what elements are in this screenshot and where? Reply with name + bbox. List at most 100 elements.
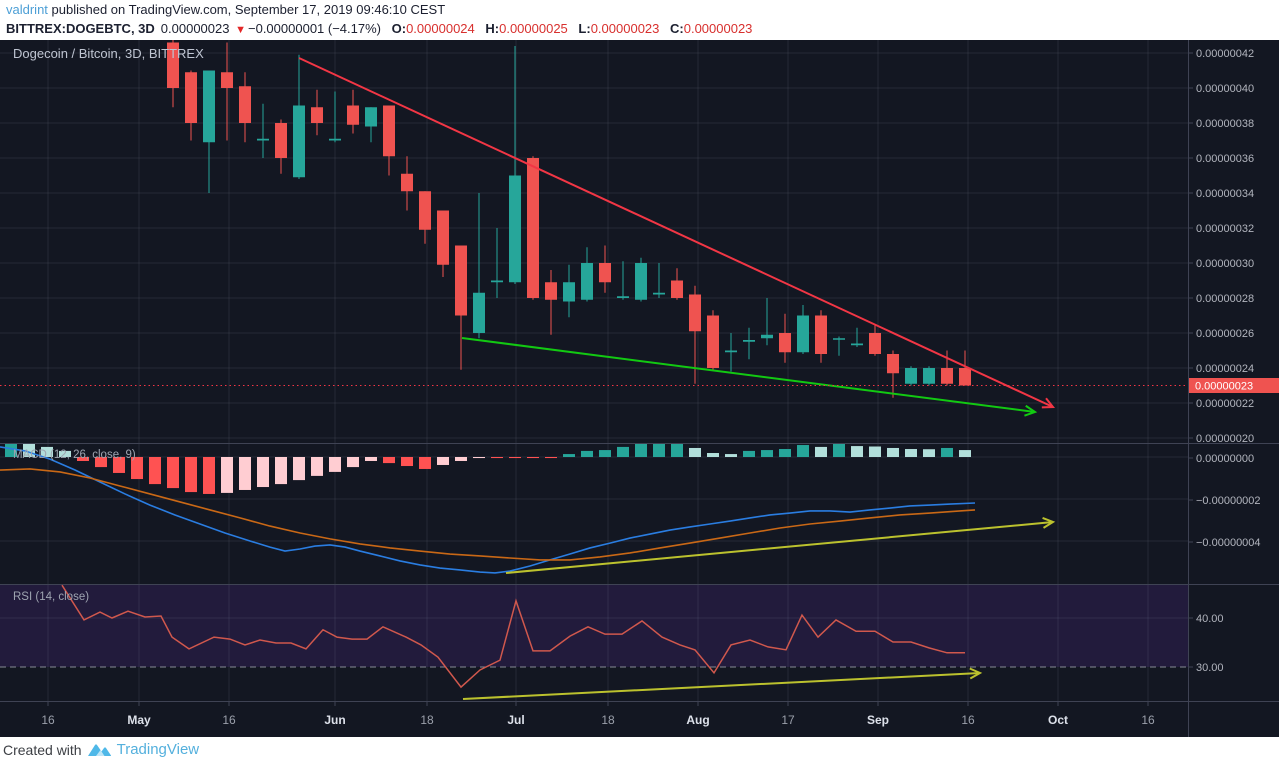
- last-price-value: 0.00000023: [160, 21, 230, 36]
- svg-text:0.00000023: 0.00000023: [1195, 381, 1253, 393]
- macd-hist-bar: [581, 450, 593, 457]
- candle-body: [635, 263, 647, 300]
- macd-hist-bar: [113, 457, 125, 473]
- close-value: 0.00000023: [683, 21, 753, 36]
- macd-hist-bar: [671, 444, 683, 457]
- candle-body: [527, 158, 539, 298]
- candle-body: [851, 343, 863, 346]
- footer-attribution: Created with TradingView: [3, 741, 199, 758]
- macd-hist-bar: [923, 449, 935, 457]
- macd-hist-bar: [869, 446, 881, 457]
- candle-body: [545, 282, 557, 300]
- candle-body: [959, 368, 971, 386]
- macd-hist-bar: [131, 457, 143, 480]
- candle-body: [815, 315, 827, 354]
- macd-hist-bar: [797, 445, 809, 457]
- candle-body: [347, 105, 359, 125]
- time-axis-label: 16: [222, 713, 236, 727]
- candle-body: [581, 263, 593, 300]
- price-axis-label: 0.00000028: [1196, 293, 1254, 305]
- descending-resistance[interactable]: [298, 57, 1056, 409]
- macd-hist-bar: [599, 450, 611, 457]
- candle-body: [473, 292, 485, 333]
- macd-axis-label: −0.00000002: [1196, 495, 1261, 507]
- price-axis-label: 0.00000032: [1196, 223, 1254, 235]
- tradingview-link[interactable]: TradingView: [116, 741, 200, 758]
- rsi-purple-band: [0, 585, 1188, 667]
- rsi-rising-trendline[interactable]: [462, 667, 983, 700]
- macd-hist-bar: [5, 444, 17, 457]
- macd-hist-bar: [707, 453, 719, 457]
- macd-hist-bar: [833, 444, 845, 457]
- candle-body: [455, 245, 467, 316]
- close-label: C:: [670, 21, 684, 36]
- macd-line: [0, 446, 976, 574]
- price-axis-label: 0.00000026: [1196, 328, 1254, 340]
- macd-hist-bar: [149, 457, 161, 485]
- macd-hist-bar: [329, 457, 341, 472]
- macd-hist-bar: [941, 447, 953, 457]
- macd-hist-bar: [383, 457, 395, 464]
- snapshot-header: valdrint published on TradingView.com, S…: [6, 2, 752, 36]
- time-axis-label: 17: [781, 713, 795, 727]
- macd-hist-bar: [365, 457, 377, 461]
- macd-hist-bar: [491, 457, 503, 459]
- macd-hist-bar: [437, 457, 449, 465]
- candle-body: [563, 282, 575, 302]
- low-value: 0.00000023: [590, 21, 660, 36]
- price-axis-label: 0.00000042: [1196, 48, 1254, 60]
- candle-body: [167, 42, 179, 88]
- time-axis-label: Oct: [1048, 713, 1068, 727]
- macd-hist-bar: [743, 450, 755, 457]
- author-link[interactable]: valdrint: [6, 2, 48, 17]
- time-axis[interactable]: 16 May 16 Jun 18 Jul 18 Aug 17 Sep 16 Oct 16: [41, 701, 1155, 727]
- macd-pane: [0, 444, 1056, 574]
- time-axis-label: Jun: [324, 713, 345, 727]
- price-axis-label: 0.00000022: [1196, 398, 1254, 410]
- price-axis-label: 0.00000038: [1196, 118, 1254, 130]
- candle-body: [257, 138, 269, 141]
- macd-axis-label: −0.00000004: [1196, 537, 1261, 549]
- candle-body: [797, 315, 809, 353]
- macd-hist-bar: [689, 447, 701, 457]
- support-projection[interactable]: [461, 337, 1038, 417]
- macd-hist-bar: [95, 457, 107, 468]
- time-axis-label: 16: [41, 713, 55, 727]
- macd-hist-bar: [419, 457, 431, 469]
- price-axis-label: 0.00000040: [1196, 83, 1254, 95]
- price-down-icon: ▼: [235, 24, 246, 36]
- candle-body: [437, 210, 449, 265]
- low-label: L:: [578, 21, 591, 36]
- macd-hist-bar: [887, 447, 899, 457]
- symbol-title[interactable]: BITTREX:DOGEBTC, 3D: [6, 21, 155, 36]
- pane-separators: [0, 40, 1279, 737]
- grid-lines: [0, 40, 1188, 701]
- macd-rising-trendline[interactable]: [505, 517, 1056, 574]
- price-axis-label: 0.00000034: [1196, 188, 1254, 200]
- rsi-pane: [0, 585, 1188, 700]
- time-axis-label: May: [127, 713, 151, 727]
- candle-body: [365, 107, 377, 127]
- macd-hist-bar: [311, 457, 323, 476]
- candle-body: [311, 107, 323, 123]
- macd-hist-bar: [851, 446, 863, 457]
- rsi-line: [61, 585, 965, 689]
- published-text: published on TradingView.com, September …: [47, 2, 446, 17]
- time-axis-label: 16: [961, 713, 975, 727]
- candle-body: [599, 263, 611, 283]
- candle-body: [509, 175, 521, 283]
- time-axis-label: 18: [420, 713, 434, 727]
- candle-body: [185, 72, 197, 123]
- macd-hist-bar: [761, 450, 773, 457]
- price-axis[interactable]: 0.00000042 0.00000040 0.00000038 0.00000036…: [1188, 48, 1261, 674]
- candle-body: [869, 333, 881, 354]
- high-label: H:: [485, 21, 500, 36]
- macd-hist-bar: [527, 457, 539, 459]
- price-axis-label: 0.00000024: [1196, 363, 1254, 375]
- candle-body: [707, 315, 719, 368]
- price-axis-label: 0.00000030: [1196, 258, 1254, 270]
- macd-hist-bar: [815, 446, 827, 457]
- candles-layer: [167, 40, 971, 398]
- time-axis-label: 18: [601, 713, 615, 727]
